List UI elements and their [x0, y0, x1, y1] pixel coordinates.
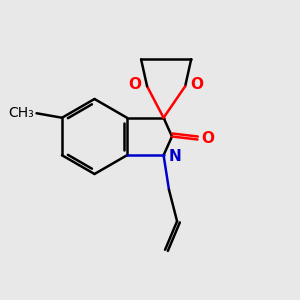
Text: O: O: [201, 131, 214, 146]
Text: O: O: [129, 77, 142, 92]
Text: N: N: [169, 149, 182, 164]
Text: O: O: [190, 77, 204, 92]
Text: CH₃: CH₃: [8, 106, 34, 120]
